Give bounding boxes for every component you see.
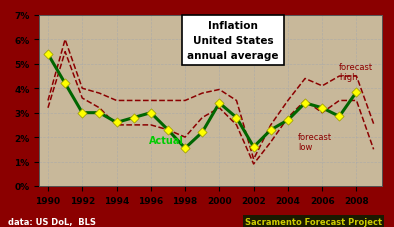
Point [353,91,360,94]
Point [216,102,223,105]
Text: forecast
high: forecast high [339,62,374,82]
Point [182,147,188,150]
Point [285,119,291,122]
Point [233,116,240,120]
Point [130,116,137,120]
Point [165,128,171,132]
Point [96,111,102,115]
Point [45,53,51,57]
Point [302,102,308,105]
Text: Inflation
United States
annual average: Inflation United States annual average [187,21,279,60]
Text: data: US DoL,  BLS: data: US DoL, BLS [8,217,96,226]
Point [62,82,68,86]
Point [251,146,257,149]
Text: Sacramento Forecast Project: Sacramento Forecast Project [245,217,382,226]
Point [79,111,85,115]
Point [319,106,325,110]
Text: Actual: Actual [149,136,184,146]
Point [148,111,154,115]
Point [336,115,342,119]
Point [268,128,274,132]
Point [199,131,205,134]
Point [113,121,120,125]
Text: forecast
low: forecast low [298,132,332,152]
